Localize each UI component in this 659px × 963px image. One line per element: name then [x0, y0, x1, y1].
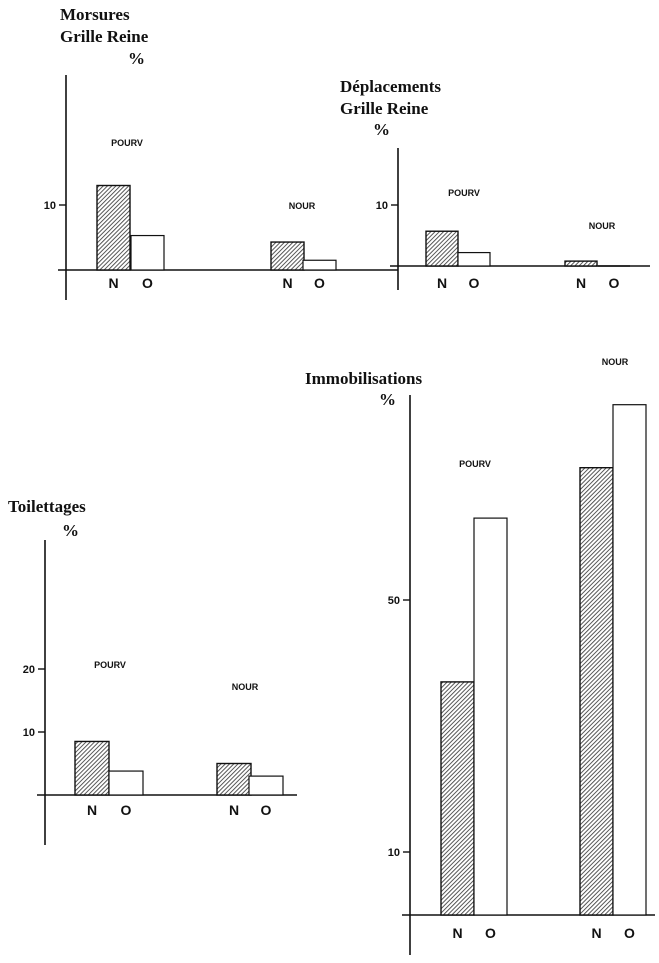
- category-label: O: [142, 275, 153, 291]
- category-label: N: [229, 802, 239, 818]
- chart-title-line: Morsures: [60, 5, 130, 24]
- y-axis-unit-label: %: [128, 49, 145, 68]
- category-label: N: [87, 802, 97, 818]
- y-axis-unit-label: %: [62, 521, 79, 540]
- group-label: POURV: [448, 188, 480, 198]
- category-label: N: [591, 925, 601, 941]
- category-label: O: [121, 802, 132, 818]
- bar-n: [216, 762, 252, 796]
- bar-n: [74, 740, 110, 796]
- chart-0: Morsures Grille Reine% 10 POURV N O NOUR N O: [44, 5, 398, 300]
- group-label: NOUR: [232, 682, 259, 692]
- y-axis-unit-label: %: [373, 120, 390, 139]
- bar-n: [564, 260, 598, 267]
- y-axis-unit-label: %: [379, 390, 396, 409]
- category-label: O: [624, 925, 635, 941]
- chart-title-line: Grille Reine: [340, 99, 429, 118]
- bar-o: [248, 775, 284, 796]
- category-label: O: [469, 275, 480, 291]
- group-label: POURV: [94, 660, 126, 670]
- chart-title-line: Immobilisations: [305, 369, 423, 388]
- bar-n: [96, 184, 131, 271]
- y-tick-label: 20: [23, 664, 35, 676]
- y-tick-label: 10: [44, 200, 56, 212]
- bar-n: [579, 467, 614, 916]
- category-label: N: [282, 275, 292, 291]
- category-label: O: [485, 925, 496, 941]
- bar-o: [457, 251, 491, 267]
- bar-o: [473, 517, 508, 916]
- bar-o: [108, 770, 144, 796]
- category-label: N: [437, 275, 447, 291]
- bar-o: [612, 404, 647, 916]
- chart-title-line: Grille Reine: [60, 27, 149, 46]
- chart-1: Déplacements Grille Reine% 10 POURV N O NOUR N O: [340, 77, 650, 291]
- chart-title-line: Toilettages: [8, 497, 86, 516]
- bar-o: [130, 234, 165, 271]
- category-label: O: [314, 275, 325, 291]
- y-tick-label: 10: [376, 200, 388, 212]
- category-label: N: [576, 275, 586, 291]
- bar-n: [270, 241, 305, 271]
- chart-3: Immobilisations% 10 50 POURV N O NOUR N O: [305, 357, 655, 955]
- category-label: N: [452, 925, 462, 941]
- group-label: POURV: [111, 138, 143, 148]
- group-label: POURV: [459, 459, 491, 469]
- chart-2: Toilettages% 10 20 POURV N O NOUR N O: [8, 497, 297, 845]
- category-label: N: [108, 275, 118, 291]
- bar-n: [440, 681, 475, 916]
- category-label: O: [261, 802, 272, 818]
- bar-n: [425, 230, 459, 267]
- group-label: NOUR: [602, 357, 629, 367]
- bar-o: [302, 259, 337, 271]
- category-label: O: [609, 275, 620, 291]
- chart-title-line: Déplacements: [340, 77, 441, 96]
- y-tick-label: 50: [388, 595, 400, 607]
- group-label: NOUR: [289, 201, 316, 211]
- group-label: NOUR: [589, 221, 616, 231]
- y-tick-label: 10: [23, 727, 35, 739]
- y-tick-label: 10: [388, 847, 400, 859]
